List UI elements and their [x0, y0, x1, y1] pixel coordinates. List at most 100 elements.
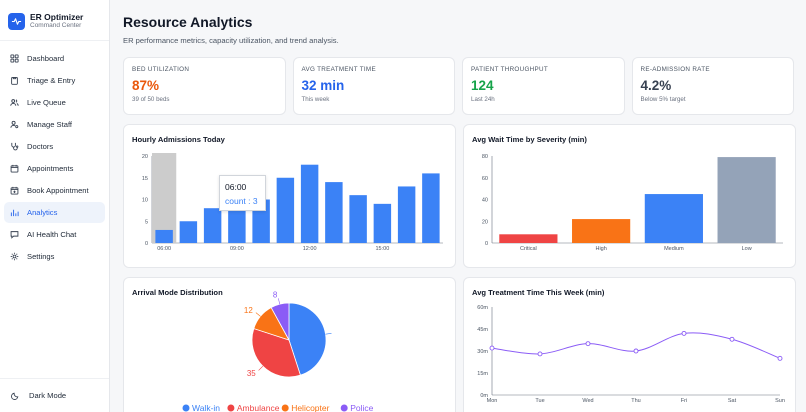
stat-note: Below 5% target — [640, 96, 686, 103]
point-wed[interactable] — [585, 341, 591, 347]
x-tick-label: Wed — [582, 398, 593, 404]
bar-15:00[interactable] — [373, 203, 392, 243]
calendar-plus-icon — [10, 186, 19, 195]
x-tick-label: Critical — [520, 246, 537, 252]
legend-label: Police — [350, 403, 373, 412]
page-subtitle: ER performance metrics, capacity utiliza… — [123, 36, 339, 45]
slice-value-label: 8 — [273, 290, 278, 299]
point-mon[interactable] — [489, 345, 495, 351]
chart-title: Avg Treatment Time This Week (min) — [472, 288, 605, 297]
legend-swatch — [182, 404, 190, 412]
sidebar-item-analytics[interactable]: Analytics — [4, 202, 105, 223]
sidebar-item-settings[interactable]: Settings — [4, 246, 105, 267]
arrival-mode-chart[interactable]: 35 12 8 Walk-in Ambulance Helicopter Police — [124, 278, 456, 412]
x-tick-label: Tue — [535, 398, 544, 404]
stat-card-avg-treatment-time: AVG TREATMENT TIME 32 min This week — [292, 57, 455, 115]
hourly-admissions-chart[interactable]: 0 5 10 15 20 06:00 09:00 12:00 15:00 — [124, 125, 456, 268]
y-tick-label: 60m — [477, 305, 488, 311]
sidebar-item-book-appointment[interactable]: Book Appointment — [4, 180, 105, 201]
legend-swatch — [227, 404, 235, 412]
point-sun[interactable] — [777, 355, 783, 361]
sidebar-item-label: Dashboard — [27, 54, 65, 63]
stat-note: 39 of 50 beds — [132, 96, 170, 103]
x-tick-label: Mon — [487, 398, 498, 404]
sidebar-item-live-queue[interactable]: Live Queue — [4, 92, 105, 113]
bar-chart-icon — [10, 209, 19, 217]
bar-low[interactable] — [717, 157, 776, 243]
sidebar-nav: Dashboard Triage & Entry Live Queue Manage … — [0, 41, 109, 267]
stat-label: RE-ADMISSION RATE — [640, 66, 710, 73]
bar-medium[interactable] — [644, 194, 703, 243]
stat-label: AVG TREATMENT TIME — [301, 66, 376, 73]
point-thu[interactable] — [633, 348, 639, 354]
bar-13:00[interactable] — [325, 182, 343, 243]
tooltip-category: 06:00 — [225, 182, 247, 192]
bar-14:00[interactable] — [349, 195, 367, 243]
sidebar: ER Optimizer Command Center Dashboard Tri… — [0, 0, 110, 412]
x-tick-label: Medium — [664, 246, 684, 252]
pulse-icon — [8, 12, 25, 30]
slice-leader-line — [278, 298, 281, 305]
sidebar-item-dashboard[interactable]: Dashboard — [4, 48, 105, 69]
chat-icon — [10, 231, 19, 239]
bar-06:00[interactable] — [155, 229, 173, 243]
bar-17:00[interactable] — [422, 173, 440, 243]
clipboard-icon — [11, 76, 18, 85]
slice-ambulance[interactable] — [251, 328, 301, 378]
bar-critical[interactable] — [499, 234, 558, 243]
sidebar-item-label: Live Queue — [27, 98, 66, 107]
grid-icon — [10, 54, 19, 63]
y-tick-label: 80 — [482, 154, 488, 160]
sidebar-item-manage-staff[interactable]: Manage Staff — [4, 114, 105, 135]
x-tick-label: Sun — [775, 398, 785, 404]
stat-note: Last 24h — [471, 96, 495, 103]
sidebar-item-doctors[interactable]: Doctors — [4, 136, 105, 157]
stat-note: This week — [301, 96, 330, 103]
legend-swatch — [340, 404, 348, 412]
point-sat[interactable] — [729, 336, 735, 342]
bar-07:00[interactable] — [179, 221, 198, 243]
bar-high[interactable] — [572, 219, 631, 243]
wait-time-chart[interactable]: 0 20 40 60 80 Critical High Medium Low — [464, 125, 796, 268]
bar-12:00[interactable] — [300, 164, 319, 243]
stat-value: 4.2% — [640, 78, 672, 93]
chart-tooltip: 06:00 count : 3 — [219, 175, 266, 211]
moon-icon — [11, 392, 19, 400]
y-tick-label: 15m — [477, 371, 488, 377]
slice-walk-in[interactable] — [288, 302, 327, 376]
point-fri[interactable] — [681, 330, 687, 336]
legend-swatch — [281, 404, 289, 412]
sidebar-item-appointments[interactable]: Appointments — [4, 158, 105, 179]
x-tick-label: 12:00 — [303, 246, 317, 252]
bar-09:00[interactable] — [228, 203, 246, 243]
slice-police[interactable] — [270, 302, 290, 341]
sidebar-item-label: Doctors — [27, 142, 54, 151]
legend-label: Helicopter — [291, 403, 329, 412]
x-tick-label: Thu — [631, 398, 640, 404]
chart-title: Arrival Mode Distribution — [132, 288, 223, 297]
stat-card-bed-utilization: BED UTILIZATION 87% 39 of 50 beds — [123, 57, 286, 115]
y-tick-label: 0 — [145, 241, 148, 247]
page-title: Resource Analytics — [123, 14, 253, 30]
arrival-mode-card: Arrival Mode Distribution 35 12 8 Walk-in Am… — [123, 277, 456, 412]
sidebar-item-label: AI Health Chat — [27, 230, 77, 239]
treatment-time-chart[interactable]: 0m 15m 30m 45m 60m Mon Tue Wed Thu Fri Sat Sun — [464, 278, 796, 412]
point-tue[interactable] — [537, 351, 543, 357]
hover-highlight — [152, 153, 177, 243]
treatment-time-card: Avg Treatment Time This Week (min) 0m 15m… — [463, 277, 796, 412]
tooltip-value: count : 3 — [225, 196, 258, 206]
stethoscope-icon — [11, 142, 19, 151]
y-tick-label: 40 — [482, 198, 488, 204]
bar-11:00[interactable] — [276, 177, 295, 243]
bar-16:00[interactable] — [397, 186, 416, 243]
sidebar-item-triage-entry[interactable]: Triage & Entry — [4, 70, 105, 91]
sidebar-item-label: Triage & Entry — [27, 76, 76, 85]
stat-cards: BED UTILIZATION 87% 39 of 50 beds AVG TREAT… — [123, 57, 794, 115]
x-tick-label: 09:00 — [230, 246, 244, 252]
chart-title: Hourly Admissions Today — [132, 135, 225, 144]
sidebar-item-ai-health-chat[interactable]: AI Health Chat — [4, 224, 105, 245]
bar-08:00[interactable] — [203, 208, 222, 243]
dark-mode-toggle[interactable]: Dark Mode — [0, 378, 109, 412]
y-tick-label: 30m — [477, 349, 488, 355]
